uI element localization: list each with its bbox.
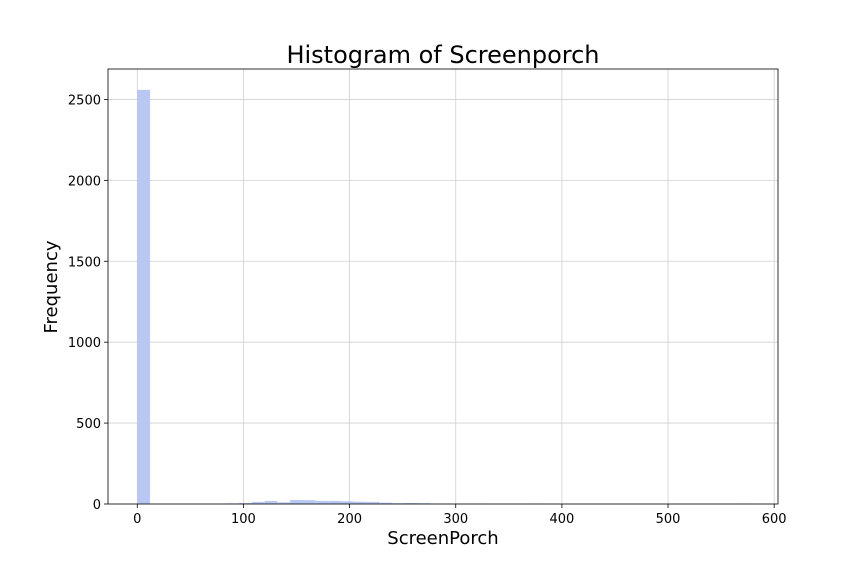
x-tick-label: 200 [337, 512, 362, 527]
y-tick-label: 0 [93, 498, 101, 513]
plot-frame [107, 68, 779, 505]
x-tick-label: 400 [549, 512, 574, 527]
y-axis-label: Frequency [41, 240, 62, 333]
histogram-bar [417, 503, 431, 504]
ticks-layer: 0 100 200 300 400 500 600 0 500 1000 1500 2000 2500 [68, 93, 787, 527]
histogram-bar [328, 500, 342, 504]
grid-layer [108, 69, 778, 505]
histogram-bar [392, 503, 405, 504]
histogram-bar [315, 500, 329, 504]
y-tick-label: 1500 [68, 255, 101, 270]
y-tick-label: 1000 [68, 336, 101, 351]
histogram-bar [277, 502, 291, 504]
x-tick-label: 300 [443, 512, 468, 527]
histogram-bar [302, 500, 316, 504]
x-tick-label: 500 [656, 512, 681, 527]
histogram-bar [290, 499, 303, 504]
x-tick-label: 0 [133, 512, 141, 527]
x-axis-label: ScreenPorch [387, 528, 498, 549]
histogram-bar [137, 89, 151, 505]
histogram-bar [264, 500, 278, 504]
y-tick-label: 2000 [68, 174, 101, 189]
x-tick-label: 100 [231, 512, 256, 527]
histogram-bar [404, 503, 418, 504]
histogram-bar [341, 501, 354, 504]
y-tick-label: 500 [76, 417, 101, 432]
histogram-bar [353, 501, 367, 504]
histogram-bar [251, 501, 265, 504]
histogram-bar [379, 502, 393, 504]
histogram-bar [239, 503, 252, 504]
y-tick-label: 2500 [68, 93, 101, 108]
bars-layer [137, 89, 749, 505]
chart-title: Histogram of Screenporch [286, 41, 599, 69]
x-tick-label: 600 [762, 512, 787, 527]
histogram-bar [366, 501, 380, 504]
